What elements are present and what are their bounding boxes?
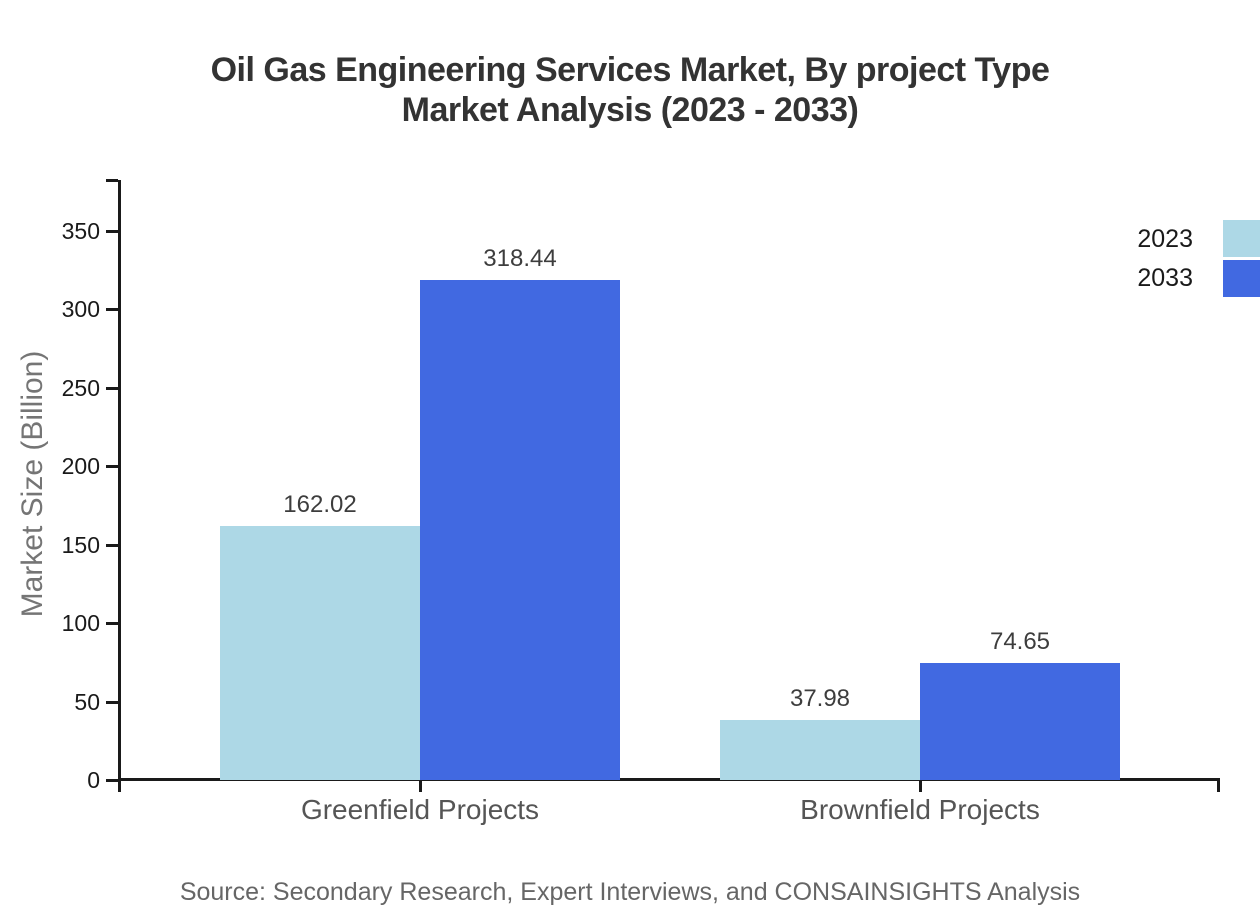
y-tick-label: 250 — [61, 374, 100, 401]
bar-value-label: 37.98 — [789, 685, 851, 713]
x-axis-end-cap — [1217, 780, 1220, 792]
y-axis-end-cap — [106, 179, 118, 182]
y-tick-mark — [106, 700, 118, 704]
y-tick-mark — [106, 465, 118, 469]
chart-title-line2: Market Analysis (2023 - 2033) — [401, 91, 859, 129]
legend-label-2023: 2023 — [1137, 225, 1193, 253]
y-tick-label: 200 — [61, 453, 100, 480]
source-note: Source: Secondary Research, Expert Inter… — [179, 878, 1081, 906]
y-tick-mark — [106, 543, 118, 547]
bar-value-label: 318.44 — [483, 245, 557, 273]
chart-title-line1: Oil Gas Engineering Services Market, By … — [210, 51, 1050, 89]
x-axis-line — [120, 778, 1220, 781]
y-tick-mark — [106, 779, 118, 782]
legend-label-2033: 2033 — [1137, 264, 1193, 292]
bar-value-label: 162.02 — [283, 490, 357, 518]
legend-swatch-2033 — [1223, 260, 1260, 297]
y-tick-label: 300 — [61, 296, 100, 323]
y-tick-mark — [106, 622, 118, 626]
y-tick-label: 0 — [87, 767, 100, 793]
y-tick-label: 50 — [74, 688, 100, 715]
y-tick-mark — [106, 308, 118, 312]
legend-swatch-2023 — [1223, 220, 1260, 257]
x-category-label: Greenfield Projects — [300, 794, 540, 825]
y-tick-mark — [106, 386, 118, 390]
bar-2023-brownfield — [720, 720, 920, 780]
y-tick-mark — [106, 229, 118, 233]
bar-value-label: 74.65 — [989, 627, 1051, 655]
bar-2033-brownfield — [920, 662, 1120, 780]
y-tick-label: 100 — [61, 610, 100, 637]
x-tick-mark — [419, 780, 422, 792]
bar-2033-greenfield — [420, 280, 620, 780]
bar-2023-greenfield — [220, 525, 420, 780]
y-axis-line — [118, 180, 121, 792]
x-tick-mark — [919, 780, 922, 792]
chart-title: Oil Gas Engineering Services Market, By … — [0, 50, 1260, 130]
y-axis-title: Market Size (Billion) — [16, 350, 49, 618]
y-tick-label: 150 — [61, 531, 100, 558]
x-category-label: Brownfield Projects — [800, 794, 1040, 825]
y-tick-label: 350 — [61, 217, 100, 244]
